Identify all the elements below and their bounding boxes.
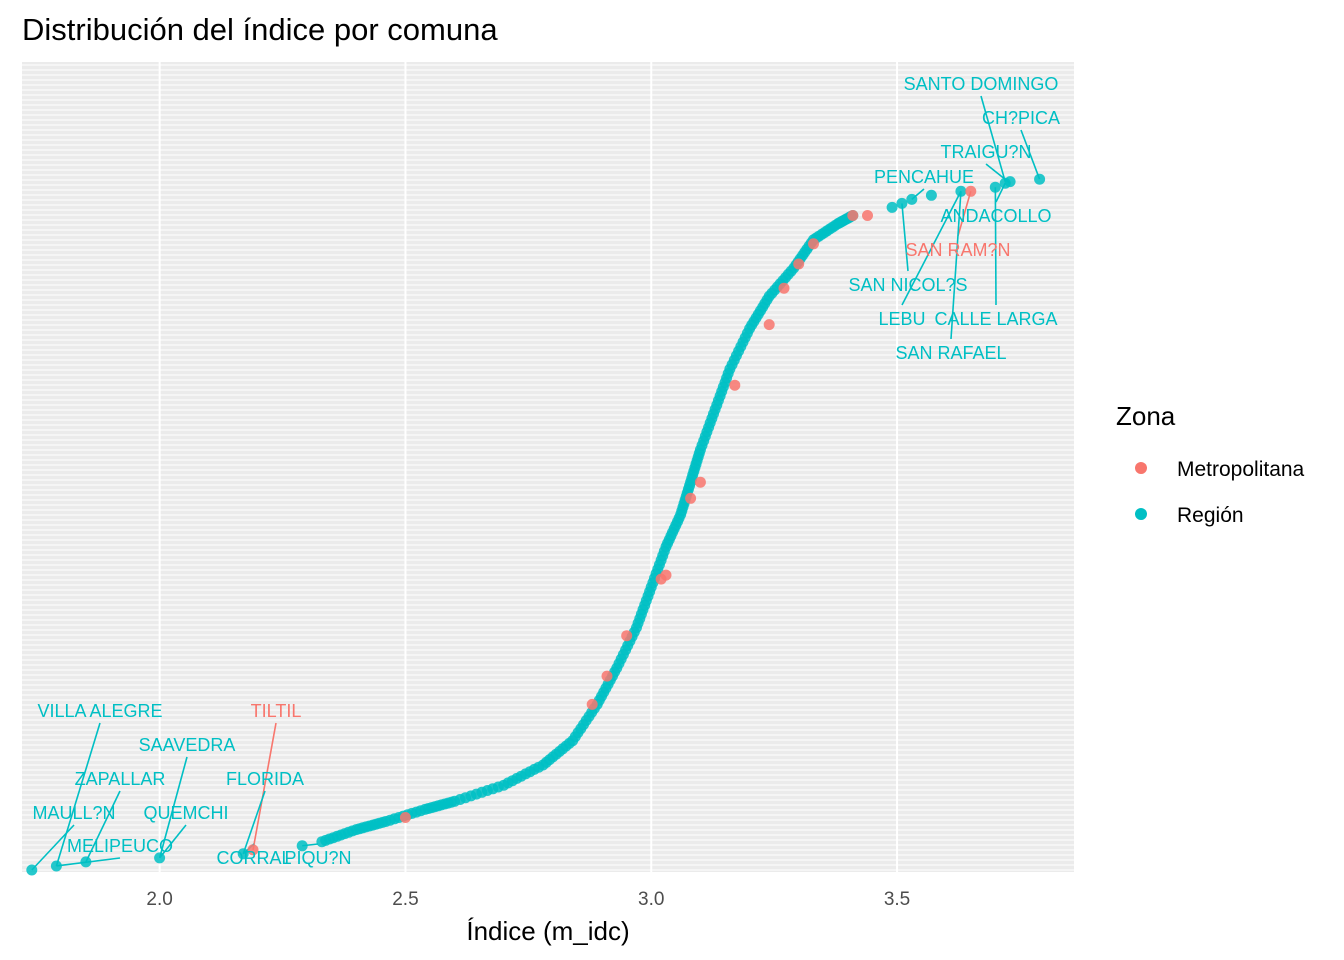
leader-line [31, 824, 75, 871]
data-point [296, 840, 308, 852]
annotation-label: SANTO DOMINGO [904, 74, 1059, 94]
leader-line [55, 722, 101, 867]
annotation-label: PIQU?N [284, 848, 351, 868]
legend-title: Zona [1116, 401, 1176, 431]
data-point [925, 189, 937, 201]
annotation-label: SAN RAM?N [905, 240, 1010, 260]
chart-title: Distribución del índice por comuna [22, 12, 498, 47]
data-point [778, 282, 790, 294]
annotation-label: PENCAHUE [874, 167, 974, 187]
horizontal-gridlines [22, 64, 1074, 871]
data-point [694, 476, 706, 488]
annotation-label: TRAIGU?N [940, 142, 1031, 162]
leader-line [980, 95, 1006, 182]
leader-line [85, 790, 121, 863]
data-point [586, 698, 598, 710]
annotation-label: MAULL?N [32, 803, 115, 823]
data-point [896, 197, 908, 209]
annotation-label: SAAVEDRA [139, 735, 236, 755]
annotation-label: CORRAL [216, 848, 291, 868]
data-point [763, 319, 775, 331]
leader-line [950, 191, 962, 340]
data-point [1004, 176, 1016, 188]
annotation-label: CALLE LARGA [934, 309, 1057, 329]
vertical-gridlines [158, 62, 899, 872]
leader-line [901, 190, 962, 306]
leader-line [1020, 129, 1041, 180]
annotation-label: QUEMCHI [144, 803, 229, 823]
x-tick-label: 2.0 [146, 889, 172, 910]
data-point [50, 860, 62, 872]
data-point [399, 812, 411, 823]
x-tick-label: 3.5 [884, 889, 910, 910]
data-point [955, 185, 967, 197]
data-point [660, 569, 672, 581]
legend: Zona Metropolitana Región [1116, 401, 1305, 527]
leader-line [957, 191, 972, 237]
plot-panel [22, 62, 1074, 872]
annotation-label: MELIPEUCO [67, 836, 173, 856]
annotation-label: FLORIDA [226, 769, 304, 789]
data-point [989, 181, 1001, 193]
x-tick-label: 3.0 [638, 889, 664, 910]
annotation-label: LEBU [878, 309, 925, 329]
annotation-labels: SANTO DOMINGO CH?PICA TRAIGU?N PENCAHUE ANDA… [32, 74, 1060, 868]
annotation-label: SAN RAFAEL [895, 343, 1006, 363]
leader-line [159, 824, 187, 859]
data-point [685, 492, 697, 504]
leader-line [901, 203, 909, 272]
data-point [154, 852, 166, 864]
leader-line [242, 790, 266, 855]
data-point [808, 238, 819, 250]
data-points [26, 173, 1046, 876]
x-axis-tick-labels: 2.0 2.5 3.0 3.5 [146, 889, 910, 910]
annotation-label: CH?PICA [982, 108, 1060, 128]
data-point [729, 379, 741, 391]
data-point [237, 848, 249, 860]
data-point [601, 670, 613, 682]
leader-line [252, 722, 277, 850]
data-point [26, 864, 38, 876]
annotation-label: ZAPALLAR [75, 769, 166, 789]
x-axis-title: Índice (m_idc) [466, 916, 629, 946]
x-tick-label: 2.5 [392, 889, 418, 910]
leader-line [158, 756, 188, 859]
leader-line [994, 187, 997, 306]
annotation-label: TILTIL [251, 701, 302, 721]
data-point [247, 844, 259, 856]
data-point [906, 193, 918, 205]
annotation-label: SAN NICOL?S [848, 275, 967, 295]
data-point [886, 201, 898, 213]
data-point [862, 210, 873, 221]
annotation-label: ANDACOLLO [940, 206, 1051, 226]
legend-key-region [1135, 508, 1147, 520]
legend-label-metropolitana: Metropolitana [1177, 458, 1305, 481]
data-point [965, 185, 977, 197]
data-point [621, 630, 633, 642]
legend-label-region: Región [1177, 504, 1244, 527]
data-point [793, 258, 805, 270]
data-point [80, 856, 92, 868]
data-point [1034, 173, 1046, 185]
data-point [847, 210, 859, 221]
legend-key-metropolitana [1135, 462, 1147, 474]
annotation-label: VILLA ALEGRE [37, 701, 162, 721]
